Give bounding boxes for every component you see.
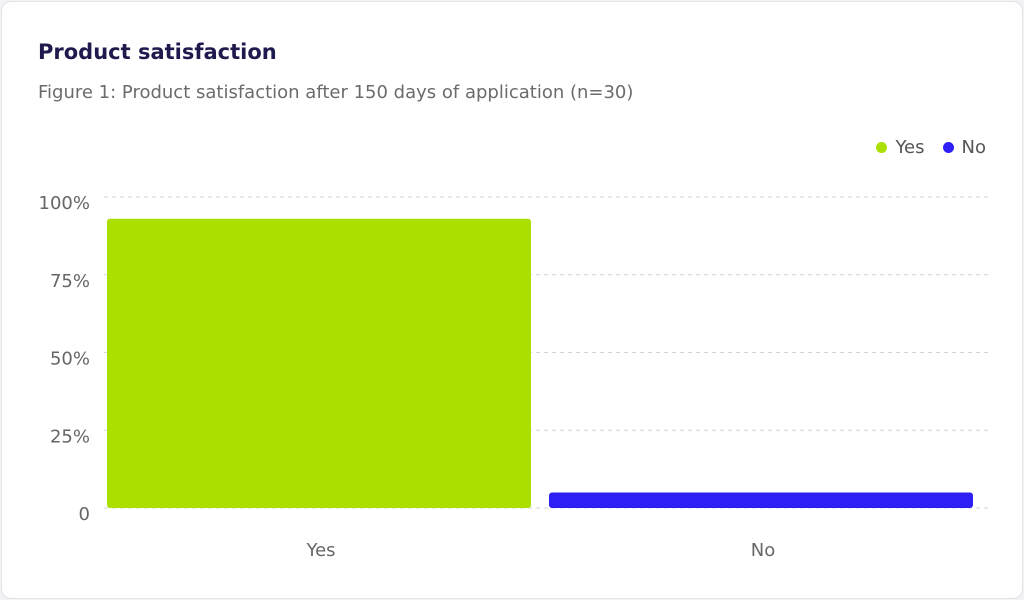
y-tick-label: 50% xyxy=(50,349,90,370)
x-tick-label: Yes xyxy=(305,540,335,561)
y-tick-label: 0 xyxy=(79,504,90,525)
x-tick-label: No xyxy=(751,540,775,561)
legend-item-no[interactable]: No xyxy=(942,137,986,158)
y-tick-label: 25% xyxy=(50,426,90,447)
bar-no[interactable] xyxy=(549,492,973,508)
bar-yes[interactable] xyxy=(107,218,531,508)
legend-label-no: No xyxy=(961,137,986,158)
legend-marker-yes xyxy=(876,142,888,153)
chart-title: Product satisfaction xyxy=(38,40,277,64)
y-tick-label: 100% xyxy=(39,193,90,214)
chart-subtitle: Figure 1: Product satisfaction after 150… xyxy=(38,82,634,103)
y-tick-label: 75% xyxy=(50,271,90,292)
legend-label-yes: Yes xyxy=(895,137,925,158)
legend-item-yes[interactable]: Yes xyxy=(876,137,925,158)
legend-marker-no xyxy=(942,142,954,153)
legend: Yes No xyxy=(876,137,986,158)
